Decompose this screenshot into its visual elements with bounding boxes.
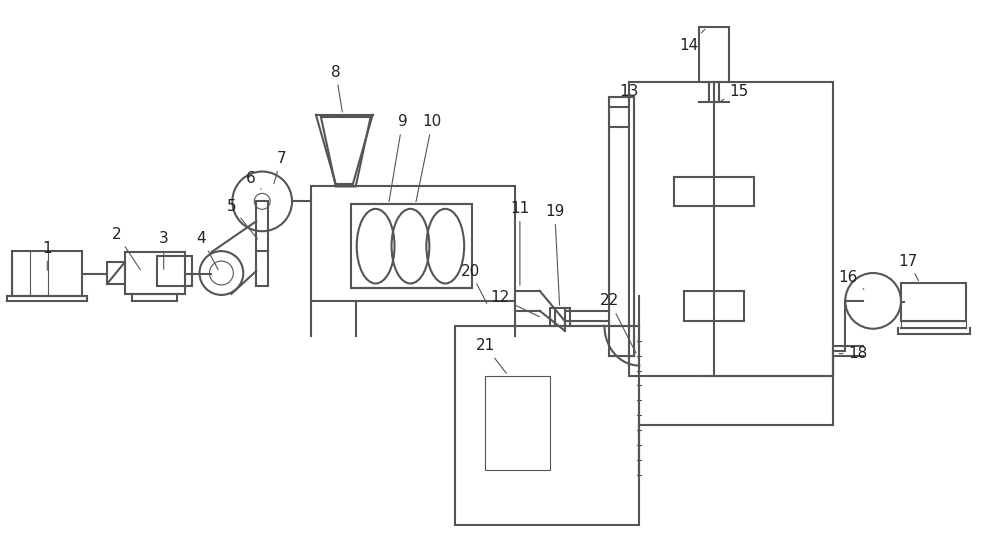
Text: 10: 10 — [416, 115, 442, 202]
Text: 2: 2 — [112, 227, 140, 270]
Text: 22: 22 — [600, 294, 636, 353]
Text: 13: 13 — [620, 82, 644, 100]
Text: 1: 1 — [42, 241, 52, 270]
Text: 3: 3 — [159, 231, 169, 269]
Text: 12: 12 — [490, 290, 539, 316]
Text: 16: 16 — [839, 271, 864, 289]
Text: 20: 20 — [461, 264, 487, 304]
Text: 15: 15 — [721, 85, 748, 101]
Text: 17: 17 — [898, 254, 919, 281]
Text: 9: 9 — [389, 115, 407, 202]
Text: 19: 19 — [545, 204, 564, 305]
Text: 11: 11 — [510, 201, 530, 285]
Text: 5: 5 — [227, 199, 257, 239]
Text: 14: 14 — [679, 29, 705, 53]
Text: 21: 21 — [475, 338, 506, 373]
Text: 7: 7 — [274, 151, 286, 184]
Text: 8: 8 — [331, 64, 342, 112]
Text: 18: 18 — [839, 346, 868, 361]
Text: 4: 4 — [197, 231, 218, 270]
Text: 6: 6 — [246, 171, 261, 190]
